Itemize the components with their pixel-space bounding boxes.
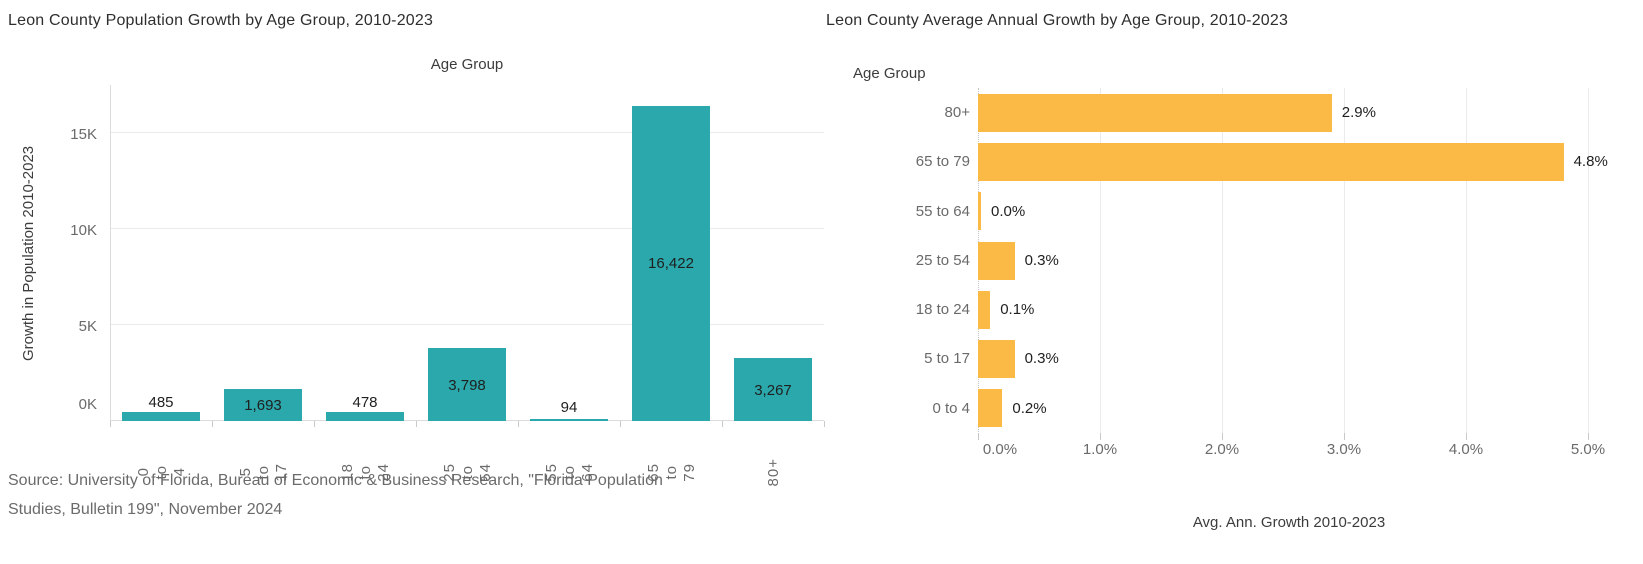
bar-value-label: 0.1%	[1000, 301, 1035, 319]
bar-value-label: 0.3%	[1024, 251, 1059, 269]
bar[interactable]	[978, 389, 1003, 428]
y-tick-label: 5K	[78, 318, 97, 335]
plot-area: 2.9% 4.8% 0.0% 0.3% 0.1% 0.3% 0.2%	[978, 88, 1608, 440]
bar[interactable]	[978, 93, 1332, 132]
x-axis-tick-labels: 0.0% 1.0% 2.0% 3.0% 4.0% 5.0%	[978, 441, 1605, 461]
bar-value-label: 16,422	[648, 255, 694, 273]
chart-title: Leon County Population Growth by Age Gro…	[8, 12, 434, 29]
source-line-2: Studies, Bulletin 199", November 2024	[8, 501, 283, 518]
bar[interactable]	[632, 105, 710, 421]
bar-value-label: 2.9%	[1341, 104, 1376, 121]
bar[interactable]	[978, 290, 991, 329]
plot-area: 485 1,693 478 3,798 94 16,422 3,267	[110, 85, 825, 427]
bar[interactable]	[326, 411, 404, 421]
y-axis-tick-labels: 0K 5K 10K 15K	[50, 85, 97, 421]
x-axis-title: Age Group	[430, 56, 504, 73]
x-category-word: 79	[680, 462, 698, 482]
source-note: Source: University of Florida, Bureau of…	[8, 466, 663, 524]
source-line-1: Source: University of Florida, Bureau of…	[8, 472, 663, 489]
gridline	[1466, 88, 1467, 433]
bar[interactable]	[734, 358, 812, 421]
y-tick-label: 0K	[78, 396, 97, 413]
axis-tick	[1588, 433, 1589, 440]
gridline	[110, 132, 824, 133]
bar-value-label: 0.2%	[1012, 399, 1047, 417]
y-axis-category-labels: 80+ 65 to 79 55 to 64 25 to 54 18 to 24 5 to …	[840, 88, 970, 433]
bar-value-label: 0.3%	[1024, 350, 1059, 368]
y-category-label: 18 to 24	[915, 301, 970, 319]
y-category-label: 65 to 79	[915, 153, 970, 171]
axis-tick	[212, 421, 213, 427]
gridline	[1222, 88, 1223, 433]
gridline	[1588, 88, 1589, 433]
y-axis-title: Growth in Population 2010-2023	[20, 145, 37, 361]
bar[interactable]	[978, 142, 1564, 181]
axis-tick	[518, 421, 519, 427]
bar[interactable]	[978, 241, 1015, 280]
bar[interactable]	[122, 411, 200, 421]
annual-growth-chart: Leon County Average Annual Growth by Age…	[820, 0, 1643, 564]
y-axis-line	[110, 85, 111, 427]
bar-value-label: 1,693	[244, 396, 282, 414]
bar-value-label: 94	[560, 399, 578, 416]
population-growth-chart: Leon County Population Growth by Age Gro…	[0, 0, 825, 564]
y-category-label: 0 to 4	[932, 399, 970, 417]
x-tick-label: 0.0%	[982, 441, 1018, 458]
axis-tick	[416, 421, 417, 427]
axis-tick	[1222, 433, 1223, 440]
x-category-word: 80+	[764, 457, 782, 487]
axis-tick	[620, 421, 621, 427]
gridline	[110, 324, 824, 325]
gridline	[110, 228, 824, 229]
x-tick-label: 4.0%	[1448, 441, 1484, 458]
axis-tick	[1466, 433, 1467, 440]
gridline	[1344, 88, 1345, 433]
axis-tick	[314, 421, 315, 427]
y-category-label: 55 to 64	[915, 202, 970, 220]
bar-value-label: 3,267	[754, 381, 792, 399]
x-axis-title: Avg. Ann. Growth 2010-2023	[1192, 514, 1386, 531]
bar[interactable]	[428, 348, 506, 421]
x-tick-label: 2.0%	[1204, 441, 1240, 458]
axis-tick	[110, 421, 111, 427]
bar-value-label: 3,798	[448, 376, 486, 394]
x-category-word: to	[662, 464, 680, 480]
axis-tick	[1344, 433, 1345, 440]
y-category-label: 80+	[944, 104, 970, 121]
bar[interactable]	[530, 419, 608, 421]
axis-tick	[824, 421, 825, 427]
chart-title: Leon County Average Annual Growth by Age…	[826, 12, 1289, 29]
x-category-label: 80+	[722, 429, 824, 515]
y-tick-label: 10K	[70, 222, 97, 239]
bar[interactable]	[978, 192, 981, 231]
y-category-label: 5 to 17	[924, 350, 970, 368]
x-tick-label: 5.0%	[1570, 441, 1606, 458]
bar-value-label: 0.0%	[991, 202, 1026, 220]
x-tick-label: 3.0%	[1326, 441, 1362, 458]
bar-value-label: 485	[148, 393, 174, 411]
y-category-label: 25 to 54	[915, 251, 970, 269]
y-tick-label: 15K	[70, 126, 97, 143]
bar[interactable]	[978, 340, 1015, 379]
axis-tick	[722, 421, 723, 427]
axis-tick	[1100, 433, 1101, 440]
y-axis-title: Age Group	[853, 65, 926, 82]
bar[interactable]	[224, 388, 302, 421]
gridline	[1100, 88, 1101, 433]
bar-value-label: 4.8%	[1573, 153, 1608, 171]
x-tick-label: 1.0%	[1082, 441, 1118, 458]
bar-value-label: 478	[352, 393, 378, 411]
